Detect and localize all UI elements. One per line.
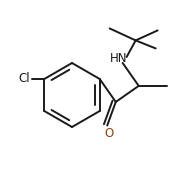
Text: HN: HN [110,52,127,66]
Text: O: O [105,127,114,140]
Text: Cl: Cl [18,72,30,86]
